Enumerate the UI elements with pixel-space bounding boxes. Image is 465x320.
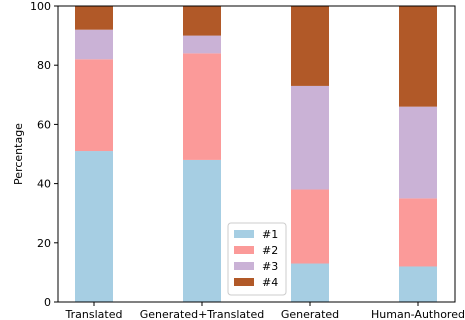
bar-2-2 [183,53,221,160]
bars-group [75,6,437,302]
bar-3-4 [399,106,437,199]
legend-swatch [234,230,254,238]
bar-4-2 [183,6,221,36]
x-axis: Translated Generated+Translated Generated H… [65,302,465,320]
y-tick-label: 60 [37,118,51,131]
legend-box [227,222,287,296]
y-tick-label: 20 [37,237,51,250]
bar-2-1 [75,59,113,152]
legend-label: #4 [262,276,278,289]
bar-4-3 [291,6,329,86]
y-tick-label: 40 [37,178,51,191]
y-axis: 0 20 40 60 80 100 [30,0,58,309]
bar-1-3 [291,263,329,302]
x-tick-label: Human-Authored [371,308,465,320]
x-tick-label: Generated [281,308,339,320]
bar-1-4 [399,266,437,302]
y-tick-label: 0 [44,296,51,309]
x-tick-label: Generated+Translated [140,308,265,320]
plot-frame [57,5,456,303]
bar-3-1 [75,29,113,60]
legend-swatch [234,246,254,254]
legend-label: #2 [262,244,278,257]
bar-1-2 [183,159,221,302]
bar-1-1 [75,151,113,302]
bar-2-4 [399,198,437,267]
legend-label: #3 [262,260,278,273]
x-tick-label: Translated [65,308,123,320]
legend-label: #1 [262,228,278,241]
bar-3-3 [291,85,329,190]
legend-swatch [234,278,254,286]
legend: #1 #2 #3 #4 [227,222,287,296]
y-tick-label: 100 [30,0,51,13]
bar-4-4 [399,6,437,107]
bar-4-1 [75,6,113,30]
bar-2-3 [291,189,329,264]
y-axis-label: Percentage [12,123,25,185]
bar-3-2 [183,35,221,54]
y-tick-label: 80 [37,59,51,72]
legend-swatch [234,262,254,270]
